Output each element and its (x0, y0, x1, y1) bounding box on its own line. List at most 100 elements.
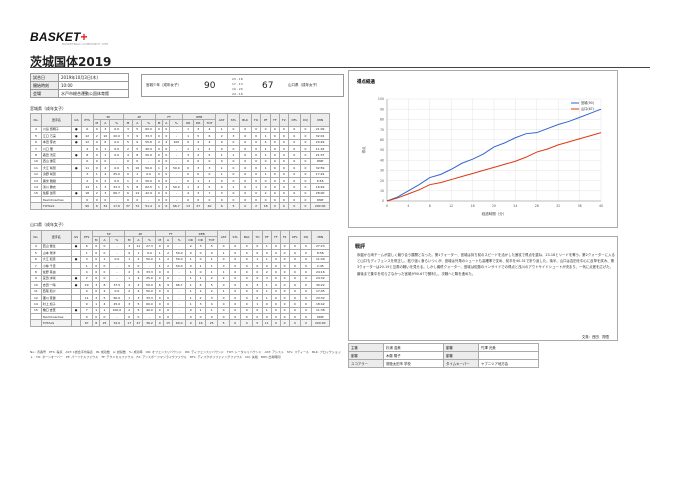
logo: BASKET+ (30, 30, 88, 44)
stat-cell: 3 (80, 255, 93, 263)
stat-cell: 60.0 (142, 300, 157, 308)
stat-cell: - (142, 313, 157, 321)
stat-cell: 19 (80, 281, 93, 289)
x-tick-label: 8 (429, 204, 431, 208)
stat-cell: 0 (261, 261, 272, 270)
stat-cell: 17.6 (109, 202, 124, 210)
stat-cell: 2 (205, 274, 219, 283)
stat-cell: 30:22 (310, 281, 331, 289)
stat-cell: 24:16 (310, 268, 331, 276)
stat-cell: 0 (261, 313, 272, 321)
table-row: 4 西山 優生 ● 6 0 0-3 11 27.3 0 0-2 3 5 0 0 0 0 1 0 0 0 0 27:23 (30, 242, 331, 251)
stat-cell: 33.3 (142, 293, 157, 302)
box-subheader: OR (182, 119, 194, 127)
table-row: 11 西尾 和沙 4 0 2 0.0 2 4 50.0 0 0-1 1 2 1 0 0 0 1 0 0 0 0 17:05 (30, 287, 331, 295)
stat-cell (30, 202, 42, 210)
table-row: 15 橋口 吉葉 ● 7 1 1 100.0 2 5 40.0 0 0-0 1 1 0 0 0 0 1 0 0 0 0 11:… (30, 306, 331, 315)
stat-cell: 1 (205, 261, 219, 270)
box-header: GS (70, 113, 82, 127)
stat-cell: 5 (217, 319, 231, 327)
stat-cell: 0 (279, 281, 290, 289)
stat-cell: 8 (99, 281, 110, 289)
title-divider (30, 67, 650, 68)
table-row: 4 川島 悠翔子 ● 6 0 3 0.0 3 5 60.0 0 0-1 3 4 1 0 0 0 0 0 0 0 0 21:09 (30, 125, 330, 134)
info-key: 試合日 (30, 73, 59, 82)
stat-cell: 0 (229, 306, 242, 315)
box-header: 選手名 (40, 230, 72, 244)
stat-cell: 5 (133, 300, 144, 308)
stat-cell: 5 (133, 306, 144, 315)
stat-cell: 0 (229, 274, 242, 283)
stat-cell: 0 (185, 261, 197, 270)
table-row: TeamCoaches 0 0 0-0 0-0 0-0 0 0 0 0 0 0 0 0 0 0 0 DNP (30, 196, 330, 204)
box-header: GS (70, 230, 82, 244)
quarter-score: 24 - 16 (232, 92, 243, 96)
stat-cell: 1 (261, 255, 272, 263)
stat-cell: 0 (99, 313, 110, 321)
stat-cell: 1 (185, 293, 197, 302)
stat-cell: 36.2 (142, 319, 157, 327)
stat-cell: 0 (300, 293, 312, 302)
box-header: No. (30, 230, 42, 244)
stat-cell: 200:00 (310, 202, 330, 210)
stat-cell: 0 (162, 268, 174, 276)
box-subheader: % (141, 119, 156, 127)
quarter-score: 19 - 20 (232, 87, 243, 91)
box-header: TO (250, 113, 262, 127)
y-tick-label: 10 (380, 189, 384, 193)
y-tick-label: 30 (380, 169, 384, 173)
box-header: PF (260, 113, 271, 127)
x-tick-label: 36 (578, 204, 582, 208)
stat-cell (30, 319, 42, 327)
stat-cell: 9 (80, 300, 93, 308)
stat-cell: 0 (240, 287, 254, 295)
stat-cell: 1 (205, 268, 219, 276)
stat-cell: 0 (185, 313, 197, 321)
logo-subtitle: BASKETBALL COMMUNITY SITE (62, 42, 109, 46)
stat-cell: 0 (279, 268, 290, 276)
y-tick-label: 0 (382, 199, 384, 203)
x-tick-label: 20 (492, 204, 496, 208)
stat-cell: 1 (185, 268, 197, 276)
stat-cell: 9 (162, 281, 174, 289)
stat-cell: 1 (261, 287, 272, 295)
stat-cell: 2 (250, 202, 262, 210)
box-subheader: A (132, 119, 143, 127)
x-tick-label: 4 (407, 204, 409, 208)
stat-cell: 9 (155, 319, 164, 327)
stat-cell: 0 (133, 313, 144, 321)
box-header: DQ (300, 230, 312, 244)
table-row: 5 山本 瑞洋 1 0 0-0 1 0.0 1 2 50.0 0 0 0 1 0 0 0 0 0 0 0 0 8:56 (30, 249, 331, 257)
official-name: 木藤 陽子 (383, 351, 444, 360)
official-role: 副審 (443, 351, 479, 360)
player-name: 宮田 水咲 (40, 274, 72, 283)
box-header: 3P (92, 112, 124, 121)
stat-cell: 51.4 (141, 202, 156, 210)
official-name: 竹澤 光美 (478, 343, 539, 352)
stat-cell: 0 (279, 255, 290, 263)
stat-cell: 25 (99, 319, 110, 327)
stat-cell: 5 (252, 319, 263, 327)
box-header: STL (229, 230, 242, 244)
box-header: PTS (80, 113, 94, 127)
stat-cell: 5 (99, 293, 110, 302)
box-header: F2 (279, 230, 290, 244)
official-role: 副審 (443, 343, 479, 352)
team2-score: 67 (262, 81, 274, 91)
stat-cell: 0 (300, 268, 312, 276)
commentary-body: 序盤から両チームが激しく競り合う展開となった。第1クォーター、宮城は持ち前のスピ… (357, 253, 615, 276)
stat-cell: 2 (99, 287, 110, 295)
stat-cell: 0 (300, 281, 312, 289)
official-name: 杉浦 浩美 (383, 343, 444, 352)
stat-cell: 0 (162, 274, 174, 283)
box-header: TO (252, 230, 263, 244)
stat-cell: 67 (80, 319, 93, 327)
box-header: MIN (310, 113, 330, 127)
official-role: 副審 (348, 351, 384, 360)
player-name: 吉田 一晴 (40, 281, 72, 289)
stat-cell: 50.0 (142, 281, 157, 289)
y-tick-label: 40 (380, 158, 384, 162)
box-header: 選手名 (40, 113, 72, 127)
table-row: 7 小林 千恵 1 0 0-0 0-1 2 50.0 0 1 1 0 0 0 0 0 0 0 0 0 2:45 (30, 261, 331, 270)
box-subheader: A (100, 119, 111, 127)
